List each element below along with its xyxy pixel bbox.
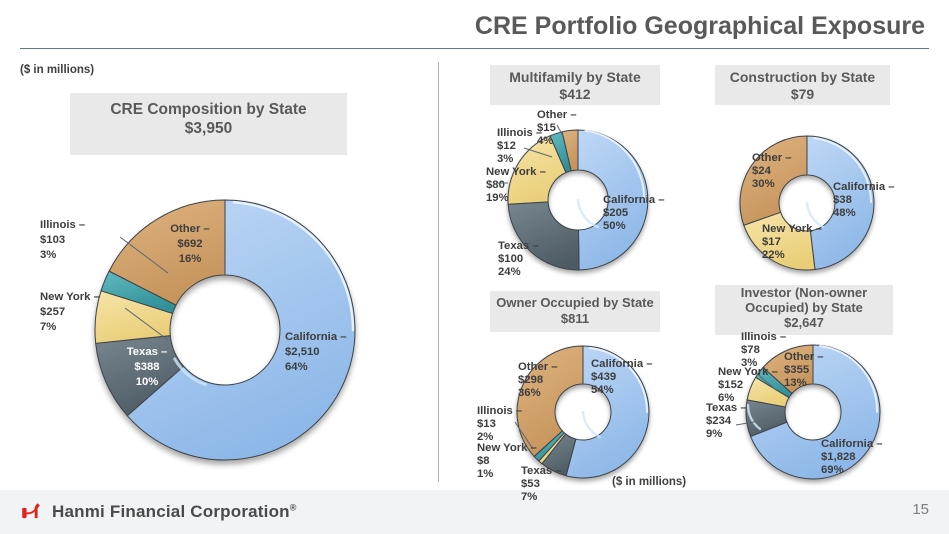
svg-text:$234: $234 (706, 415, 732, 427)
svg-text:9%: 9% (706, 428, 722, 440)
svg-text:69%: 69% (821, 464, 844, 476)
svg-text:$355: $355 (784, 364, 809, 376)
svg-text:$1,828: $1,828 (821, 451, 856, 463)
svg-text:Illinois –: Illinois – (741, 331, 786, 343)
svg-text:Other –: Other – (784, 351, 824, 363)
svg-text:New York –: New York – (718, 366, 778, 378)
svg-text:13%: 13% (784, 377, 807, 389)
svg-text:California –: California – (821, 438, 883, 450)
svg-text:$152: $152 (718, 379, 743, 391)
svg-text:$78: $78 (741, 344, 760, 356)
svg-text:Texas –: Texas – (706, 402, 747, 414)
